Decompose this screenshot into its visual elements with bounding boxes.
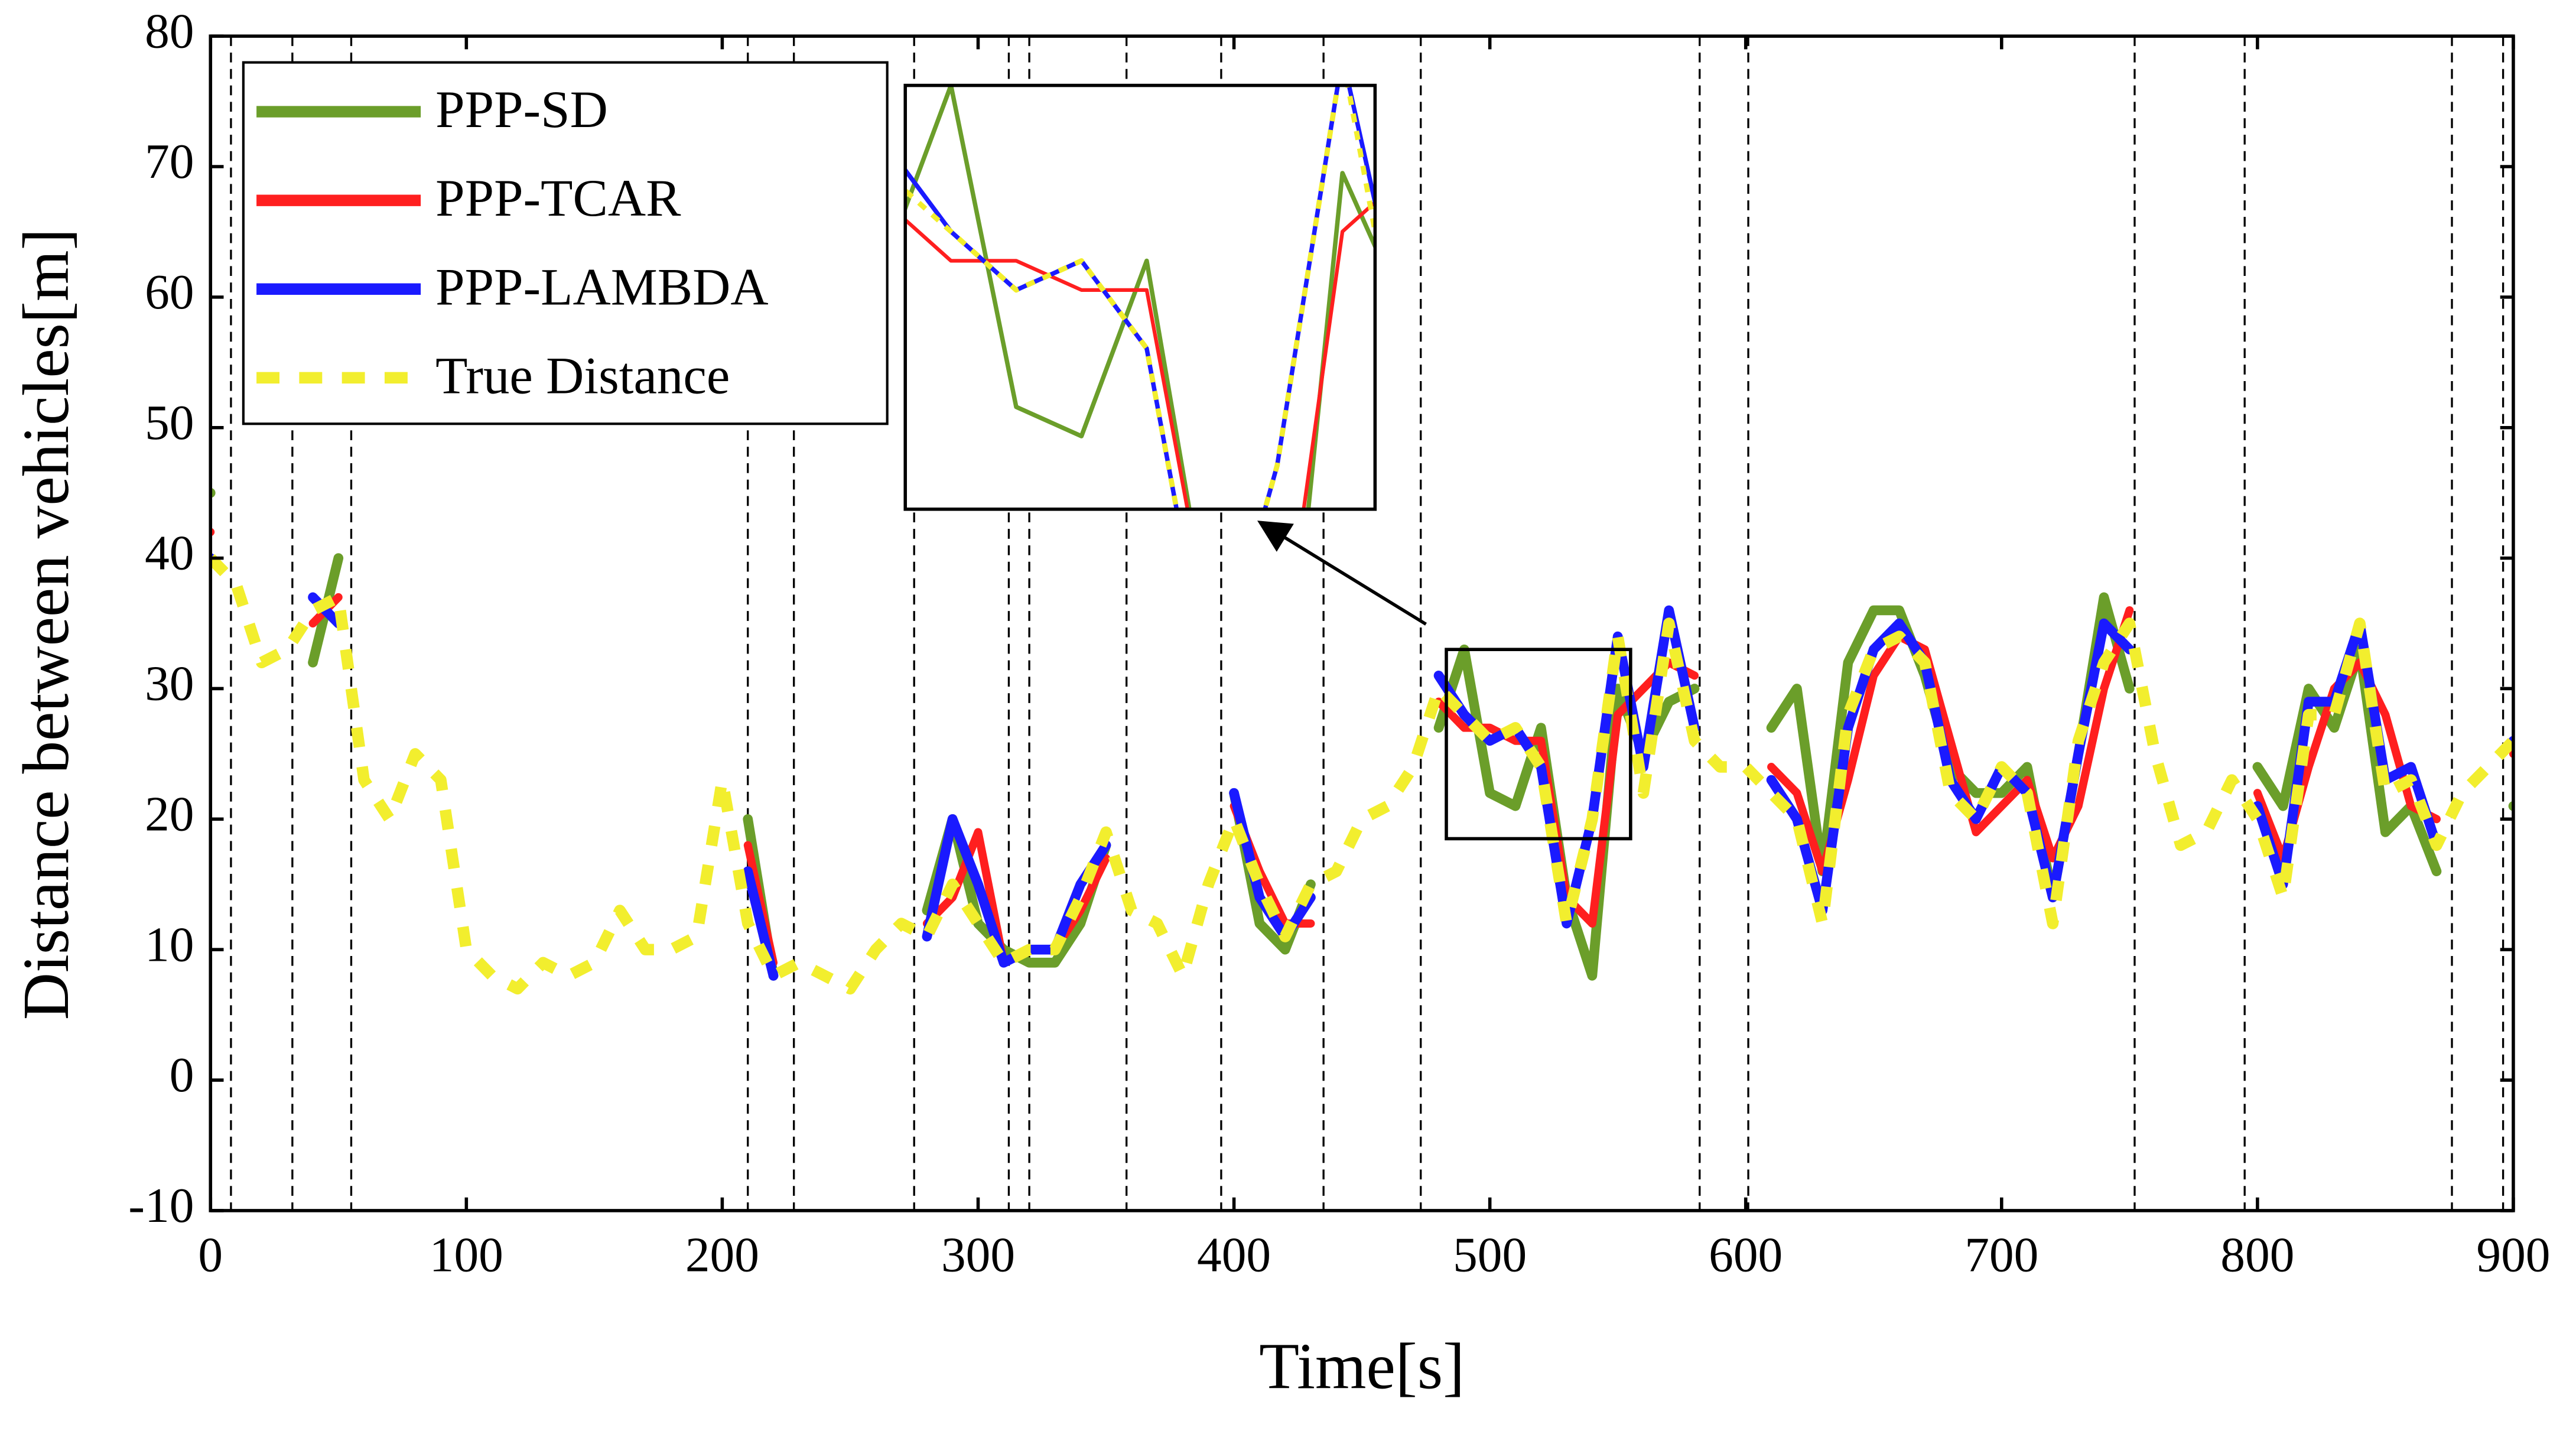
legend-text: True Distance [435,347,730,405]
y-tick-label: 80 [145,4,194,58]
arrow [1257,521,1427,626]
inset-bg [905,85,1375,509]
y-tick-label: 40 [145,526,194,581]
x-tick-label: 300 [941,1228,1015,1282]
x-tick-label: 0 [198,1228,223,1282]
x-tick-label: 600 [1709,1228,1783,1282]
plot-frame [209,34,2515,1212]
zoom-box [1445,648,1632,841]
y-tick-label: -10 [128,1179,194,1233]
x-tick-label: 400 [1197,1228,1271,1282]
legend-box [242,61,889,425]
series-line [210,487,2513,981]
legend-text: PPP-TCAR [435,170,681,227]
legend-text: PPP-SD [435,81,608,139]
series-line [210,554,2513,995]
y-tick-label: 0 [170,1048,194,1103]
plot-area [210,487,2513,995]
series-line [210,553,2513,981]
x-tick-label: 200 [685,1228,759,1282]
y-tick-label: 20 [145,787,194,841]
series-line [210,528,2513,967]
x-tick-label: 800 [2220,1228,2294,1282]
x-tick-label: 500 [1453,1228,1527,1282]
x-axis-label: Time[s] [1259,1331,1465,1403]
y-tick-label: 60 [145,265,194,320]
y-tick-label: 10 [145,918,194,972]
y-tick-label: 30 [145,657,194,711]
y-axis-label: Distance between vehicles[m] [10,229,83,1020]
legend-text: PPP-LAMBDA [435,258,769,316]
inset-frame [903,83,1377,511]
x-tick-label: 100 [430,1228,503,1282]
x-tick-label: 700 [1964,1228,2038,1282]
y-tick-label: 50 [145,396,194,450]
y-tick-label: 70 [145,135,194,189]
x-tick-label: 900 [2476,1228,2550,1282]
